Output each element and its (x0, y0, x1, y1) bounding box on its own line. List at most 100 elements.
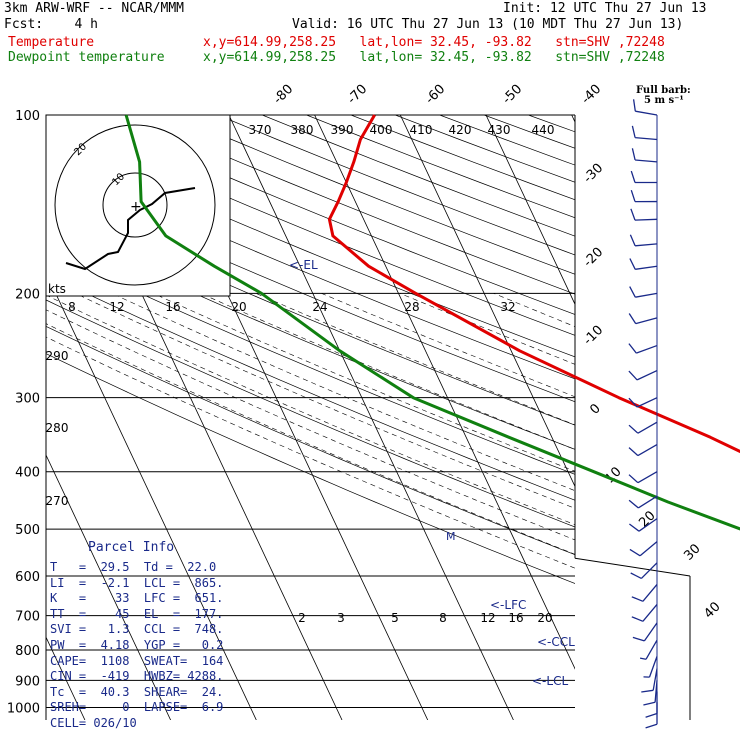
parcel-info-title: Parcel Info (88, 540, 175, 555)
isotherm (46, 271, 257, 720)
parcel-info-row: TT = 45 EL = 177. (50, 606, 224, 621)
dry-adiabat (46, 249, 575, 475)
wind-barb (630, 189, 658, 203)
theta-label: 370 (249, 123, 272, 137)
mixing-ratio-label: 32 (500, 300, 515, 314)
hodograph-trace (65, 187, 196, 271)
hodograph-center: + (130, 199, 142, 215)
isotherm-label: -30 (581, 161, 607, 187)
pressure-label: 300 (15, 392, 40, 407)
dewpoint-profile (124, 114, 740, 531)
moist-adiabat (601, 293, 740, 707)
wind-barb (628, 421, 658, 434)
wind-barb (629, 286, 658, 298)
wind-barb (628, 397, 658, 408)
dry-adiabat (528, 115, 575, 133)
dewpoint-legend-info: x,y=614.99,258.25 lat,lon= 32.45, -93.82… (203, 50, 665, 65)
wind-barb (631, 584, 658, 602)
parcel-info-row: SVI = 1.3 CCL = 748. (50, 622, 224, 637)
isotherm (228, 115, 514, 720)
dry-adiabat (483, 115, 575, 149)
wind-barb (628, 313, 658, 325)
isotherm (46, 454, 171, 720)
barb-legend-units: 5 m s⁻¹ (644, 95, 684, 106)
moist-adiabat (200, 293, 575, 450)
init-time: Init: 12 UTC Thu 27 Jun 13 (503, 1, 707, 16)
isotherm-label: 40 (701, 599, 723, 621)
dry-adiabat (306, 115, 575, 219)
isotherm-label: -80 (271, 82, 297, 108)
right-axis-bend (574, 557, 691, 577)
mixing-ratio-label: 16 (508, 611, 523, 625)
wind-barb (630, 170, 658, 184)
pressure-label: 700 (15, 610, 40, 625)
isotherm-label: 0 (587, 401, 603, 417)
dewpoint-legend-label: Dewpoint temperature (8, 50, 165, 65)
theta-label: 390 (331, 123, 354, 137)
hodograph-ring-inner (102, 172, 168, 238)
theta-label: 400 (370, 123, 393, 137)
lfc-annotation: <-LFC (490, 598, 526, 612)
pressure-label: 400 (15, 466, 40, 481)
wind-barb (629, 234, 658, 247)
mixing-ratio-label: 12 (109, 300, 124, 314)
wind-barb (630, 562, 658, 579)
parcel-info-row: SREH= 0 LAPSE= 6.9 (50, 700, 224, 715)
isotherm-label: -60 (423, 82, 449, 108)
ccl-annotation: <-CCL (537, 635, 575, 649)
wind-barb (628, 495, 658, 509)
dry-adiabat (46, 180, 575, 403)
theta-label: 410 (410, 123, 433, 137)
parcel-info-row: CIN = -419 HWBZ= 4288. (50, 669, 224, 684)
dry-adiabat (350, 115, 575, 201)
mixing-ratio-label: 8 (68, 300, 76, 314)
wind-barb (632, 99, 658, 116)
dry-adiabat (46, 158, 575, 380)
mixing-ratio-label: 20 (231, 300, 246, 314)
barb-legend-title: Full barb: (636, 85, 691, 96)
isotherm-label: 30 (681, 541, 703, 563)
pressure-label: 800 (15, 644, 40, 659)
theta-label: 440 (532, 123, 555, 137)
dry-adiabat (395, 115, 575, 183)
isotherm (399, 115, 575, 488)
moist-adiabat (75, 293, 575, 509)
wind-barb (643, 656, 658, 678)
pressure-label: 1000 (7, 701, 40, 716)
wind-barb (628, 343, 658, 354)
dry-adiabat (46, 325, 575, 556)
lcl-annotation: <-LCL (532, 674, 568, 688)
theta-label: 380 (291, 123, 314, 137)
mixing-ratio-label: 2 (298, 611, 306, 625)
wind-barb (632, 622, 658, 642)
parcel-info-row: CAPE= 1108 SWEAT= 164 (50, 653, 224, 668)
isotherm-label: -50 (500, 82, 526, 108)
pressure-label: 500 (15, 523, 40, 538)
isotherm-label: -40 (579, 82, 605, 108)
wind-barb (629, 258, 658, 270)
wind-barb (643, 680, 658, 706)
parcel-info-row: LI = -2.1 LCL = 865. (50, 575, 224, 590)
theta-label: 270 (46, 494, 69, 508)
mixing-ratio-label: 28 (404, 300, 419, 314)
dry-adiabat (46, 353, 575, 584)
isotherm-label: -10 (581, 323, 607, 349)
mixing-ratio-label: 20 (537, 611, 552, 625)
el-annotation: <-EL (289, 258, 318, 272)
diagram-background-lines (46, 115, 740, 720)
hodograph-ring-outer (54, 124, 216, 286)
wind-barb (630, 208, 658, 221)
valid-time: Valid: 16 UTC Thu 27 Jun 13 (10 MDT Thu … (292, 17, 684, 32)
moist-adiabat (111, 293, 575, 492)
wind-barb (639, 639, 658, 660)
hodograph-units: kts (48, 282, 66, 296)
mixing-ratio-label: 24 (312, 300, 327, 314)
isotherm (657, 115, 740, 720)
theta-label: 280 (46, 421, 69, 435)
dry-adiabat (46, 225, 575, 450)
forecast-hour: Fcst: 4 h (4, 17, 98, 32)
isotherm-label: -70 (345, 82, 371, 108)
wind-barb (631, 603, 658, 622)
dry-adiabat (46, 299, 575, 528)
